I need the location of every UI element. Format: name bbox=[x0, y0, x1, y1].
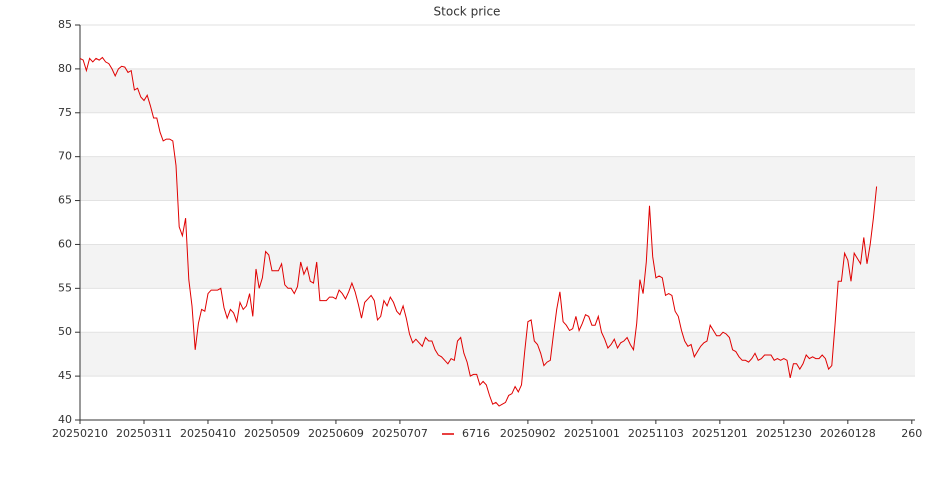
y-tick-label: 50 bbox=[58, 325, 72, 338]
x-tick-label: 20251001 bbox=[564, 427, 620, 440]
grid-band bbox=[80, 332, 915, 377]
y-tick-label: 70 bbox=[58, 150, 72, 163]
x-tick-label: 20250210 bbox=[52, 427, 108, 440]
chart-title: Stock price bbox=[434, 5, 501, 19]
x-tick-label: 20251201 bbox=[692, 427, 748, 440]
y-tick-label: 85 bbox=[58, 18, 72, 31]
x-tick-label: 20250509 bbox=[244, 427, 300, 440]
grid-band bbox=[80, 68, 915, 113]
y-tick-label: 40 bbox=[58, 413, 72, 426]
grid-band bbox=[80, 244, 915, 289]
x-tick-label: 20250410 bbox=[180, 427, 236, 440]
x-tick-label: 20251230 bbox=[756, 427, 812, 440]
legend-label: 6716 bbox=[462, 427, 490, 440]
x-tick-label: 260 bbox=[901, 427, 922, 440]
y-tick-label: 55 bbox=[58, 281, 72, 294]
x-tick-label: 20250707 bbox=[372, 427, 428, 440]
x-tick-label: 20250902 bbox=[500, 427, 556, 440]
x-tick-label: 20250311 bbox=[116, 427, 172, 440]
grid-band bbox=[80, 156, 915, 201]
line-series bbox=[79, 56, 878, 407]
y-tick-label: 60 bbox=[58, 237, 72, 250]
x-tick-label: 20250609 bbox=[308, 427, 364, 440]
x-tick-label: 20260128 bbox=[820, 427, 876, 440]
y-tick-label: 75 bbox=[58, 106, 72, 119]
y-tick-label: 45 bbox=[58, 369, 72, 382]
legend-box bbox=[434, 426, 498, 442]
x-tick-label: 20251103 bbox=[628, 427, 684, 440]
y-tick-label: 80 bbox=[58, 62, 72, 75]
y-tick-label: 65 bbox=[58, 194, 72, 207]
